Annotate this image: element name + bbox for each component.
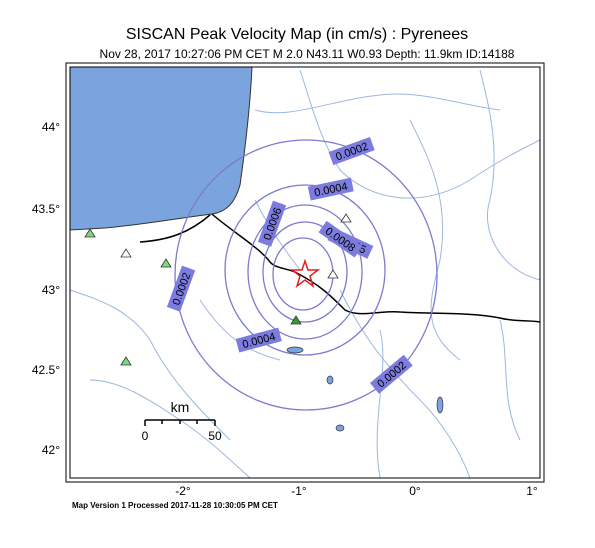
- lakes: [286, 346, 444, 432]
- lon-tick-label: -2°: [175, 484, 191, 498]
- contour-labels: 0.0002 0.0004 0.0006 0.0005 0.0008 0.000…: [166, 136, 413, 394]
- stations: [84, 213, 352, 366]
- lon-tick-label: -1°: [291, 484, 307, 498]
- lon-tick-label: 1°: [526, 484, 538, 498]
- footer: Map Version 1 Processed 2017-11-28 10:30…: [72, 501, 278, 510]
- border: [139, 214, 211, 243]
- contours: [174, 139, 438, 411]
- epicenter: [289, 258, 321, 288]
- lat-tick-label: 42.5°: [32, 363, 60, 377]
- lon-tick-label: 0°: [409, 484, 421, 498]
- rivers: [69, 69, 541, 479]
- lat-tick-label: 43°: [42, 283, 60, 297]
- lat-tick-label: 43.5°: [32, 202, 60, 216]
- border: [211, 213, 541, 323]
- scale-bar: km 0 50: [142, 399, 222, 443]
- lat-tick-label: 44°: [42, 120, 60, 134]
- axis-labels: 44° 43.5° 43° 42.5° 42° -2° -1° 0° 1°: [32, 120, 538, 498]
- scale-start: 0: [142, 429, 149, 443]
- map-frame: [69, 66, 541, 479]
- subtitle: Nov 28, 2017 10:27:06 PM CET M 2.0 N43.1…: [100, 47, 515, 61]
- ocean: [69, 66, 253, 231]
- map: 0.0002 0.0004 0.0006 0.0005 0.0008 0.000…: [32, 62, 545, 498]
- scale-unit: km: [171, 399, 190, 415]
- title: SISCAN Peak Velocity Map (in cm/s) : Pyr…: [126, 26, 468, 43]
- scale-end: 50: [208, 429, 222, 443]
- map-frame-outer: [65, 62, 545, 483]
- lat-tick-label: 42°: [42, 443, 60, 457]
